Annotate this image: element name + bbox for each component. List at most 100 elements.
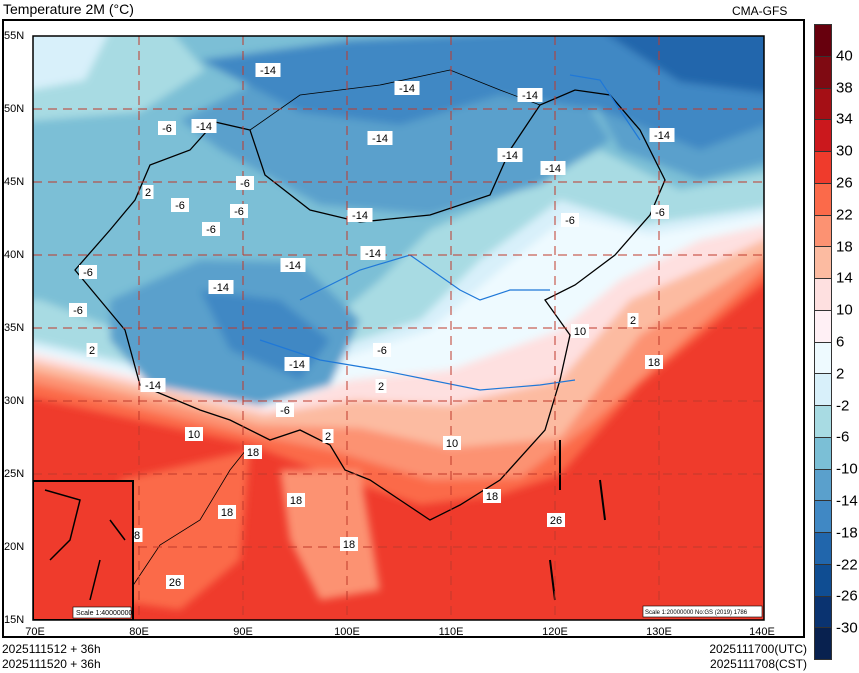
svg-text:-6: -6	[565, 215, 575, 227]
contour-label: -14	[280, 258, 306, 272]
chart-title: Temperature 2M (°C)	[3, 1, 134, 17]
contour-label: -6	[79, 265, 97, 279]
svg-text:-14: -14	[260, 65, 276, 77]
lon-label: 80E	[129, 626, 149, 638]
svg-text:-14: -14	[545, 163, 561, 175]
svg-text:-6: -6	[234, 206, 244, 218]
colorbar-swatch	[815, 247, 831, 279]
contour-label: 26	[547, 513, 565, 527]
contour-label: 10	[571, 324, 589, 338]
colorbar-label: 14	[836, 269, 853, 287]
colorbar-swatch	[815, 374, 831, 406]
svg-text:2: 2	[378, 381, 384, 393]
colorbar-swatch	[815, 596, 831, 629]
svg-text:-14: -14	[365, 248, 381, 260]
map-scale-label: Scale 1:20000000 No:GS (2019) 1786	[645, 610, 748, 616]
svg-text:-14: -14	[145, 380, 161, 392]
colorbar-swatch	[815, 88, 831, 121]
svg-text:-6: -6	[206, 224, 216, 236]
colorbar-swatch	[815, 215, 831, 248]
svg-text:18: 18	[221, 507, 233, 519]
contour-label: -14	[360, 246, 386, 260]
contour-label: -6	[276, 403, 294, 417]
contour-label: -6	[373, 343, 391, 357]
contour-label: -14	[497, 148, 523, 162]
colorbar-label: -22	[836, 556, 858, 574]
svg-text:2: 2	[630, 315, 636, 327]
model-name: CMA-GFS	[732, 4, 788, 18]
svg-text:-6: -6	[162, 123, 172, 135]
colorbar-swatch	[815, 279, 831, 311]
colorbar-label: 34	[836, 110, 853, 128]
contour-label: 2	[375, 379, 387, 393]
svg-text:-14: -14	[654, 130, 670, 142]
contour-label: -14	[191, 119, 217, 133]
contour-labels: -14 -14 -14 -14 -14 -14 -14 -6 -14 -6 2 -6 -6 -6 -14 -1…	[69, 63, 675, 589]
rivers	[259, 74, 641, 391]
contour-label: 18	[218, 505, 236, 519]
contour-label: -6	[561, 213, 579, 227]
svg-text:18: 18	[247, 447, 259, 459]
lat-label: 25N	[4, 468, 25, 480]
svg-text:26: 26	[169, 577, 181, 589]
lat-label: 30N	[4, 395, 25, 407]
lat-label: 40N	[4, 249, 25, 261]
contour-label: 18	[340, 537, 358, 551]
lon-label: 140E	[749, 626, 775, 638]
lat-label: 50N	[4, 103, 25, 115]
svg-text:2: 2	[145, 187, 151, 199]
svg-text:18: 18	[290, 495, 302, 507]
contour-label: -6	[202, 222, 220, 236]
colorbar-label: -30	[836, 619, 858, 637]
svg-text:-14: -14	[399, 83, 415, 95]
valid-time-cst: 2025111708(CST)	[710, 657, 807, 671]
contour-label: -6	[158, 121, 176, 135]
colorbar-label: 30	[836, 142, 853, 160]
colorbar-swatch	[815, 406, 831, 438]
colorbar-swatch	[815, 469, 831, 502]
colorbar-label: 40	[836, 47, 853, 65]
lat-label: 20N	[4, 541, 25, 553]
lon-label: 70E	[25, 626, 45, 638]
colorbar-label: 6	[836, 333, 845, 351]
colorbar-swatch	[815, 342, 831, 375]
lon-label: 110E	[438, 626, 464, 638]
colorbar-label: -2	[836, 397, 850, 415]
contour-label: 18	[244, 445, 262, 459]
contour-label: -14	[394, 81, 420, 95]
colorbar	[814, 24, 832, 660]
colorbar-swatch	[815, 183, 831, 216]
contour-label: 18	[483, 489, 501, 503]
colorbar-label: 22	[836, 206, 853, 224]
svg-text:2: 2	[325, 431, 331, 443]
svg-text:-14: -14	[522, 90, 538, 102]
colorbar-label: 2	[836, 365, 845, 383]
contour-label: -14	[649, 128, 675, 142]
contour-label: 2	[322, 429, 334, 443]
svg-text:-14: -14	[196, 121, 212, 133]
lon-label: 90E	[233, 626, 253, 638]
lon-label: 100E	[334, 626, 360, 638]
colorbar-swatch	[815, 564, 831, 597]
init-time-utc: 2025111512 + 36h	[2, 642, 101, 656]
colorbar-label: 26	[836, 174, 853, 192]
contour-label: -14	[517, 88, 543, 102]
contour-label: 2	[86, 343, 98, 357]
colorbar-label: 10	[836, 301, 853, 319]
contour-label: 18	[287, 493, 305, 507]
contour-label: 8	[131, 528, 143, 542]
colorbar-label: -14	[836, 492, 858, 510]
svg-text:2: 2	[89, 345, 95, 357]
contour-label: -14	[347, 208, 373, 222]
svg-text:10: 10	[188, 429, 200, 441]
contour-label: -14	[255, 63, 281, 77]
colorbar-label: -18	[836, 524, 858, 542]
svg-text:10: 10	[446, 438, 458, 450]
colorbar-swatch	[815, 152, 831, 184]
inset-scale-label: Scale 1:40000000	[76, 610, 133, 617]
contour-label: -14	[140, 378, 166, 392]
svg-text:-6: -6	[377, 345, 387, 357]
lat-label: 45N	[4, 176, 25, 188]
svg-text:-6: -6	[175, 200, 185, 212]
svg-text:-14: -14	[285, 260, 301, 272]
